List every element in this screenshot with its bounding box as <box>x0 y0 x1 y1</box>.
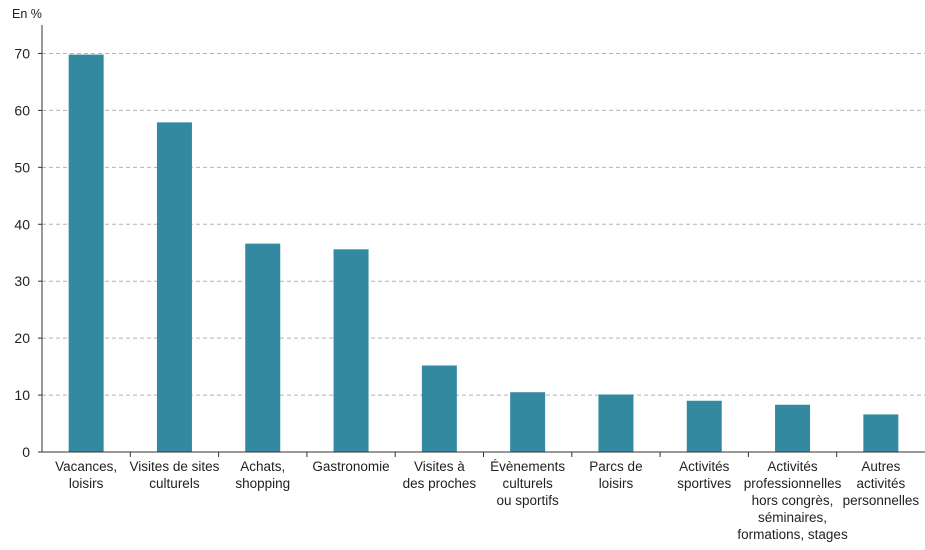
bar <box>510 392 546 452</box>
bar <box>156 122 192 452</box>
bar <box>863 414 899 452</box>
x-category-label-line: hors congrès, <box>752 493 834 508</box>
x-category-label-line: culturels <box>503 476 554 491</box>
x-category-label: Achats, shopping <box>235 459 290 491</box>
x-category-label-line: ou sportifs <box>497 493 560 508</box>
bar <box>333 249 369 452</box>
x-category-label-line: loisirs <box>599 476 634 491</box>
x-category-label-line: sportives <box>677 476 731 491</box>
x-category-label-line: Activités <box>767 459 818 474</box>
y-tick-label: 50 <box>14 159 30 175</box>
x-category-label-line: des proches <box>403 476 477 491</box>
x-category-label-line: Gastronomie <box>312 459 389 474</box>
x-category-label-line: Achats, <box>240 459 285 474</box>
y-tick-label: 40 <box>14 216 30 232</box>
y-tick-label: 30 <box>14 273 30 289</box>
x-category-label: Évènements culturels ou sportifs <box>490 459 565 508</box>
x-category-label-line: loisirs <box>69 476 104 491</box>
x-category-label: Vacances, loisirs <box>55 459 117 491</box>
x-category-label-line: activités <box>856 476 905 491</box>
y-tick-label: 0 <box>22 444 30 460</box>
x-category-label-line: Activités <box>679 459 730 474</box>
x-category-label-line: Visites de sites <box>130 459 220 474</box>
x-axis-labels: Vacances, loisirs Visites de sites culturel… <box>55 459 919 542</box>
x-category-label: Autres activités personnelles <box>843 459 920 508</box>
bar <box>686 400 722 452</box>
bar <box>68 54 104 452</box>
x-category-label-line: Visites à <box>414 459 465 474</box>
x-category-label-line: Évènements <box>490 459 565 474</box>
y-tick-label: 10 <box>14 387 30 403</box>
x-category-label-line: personnelles <box>843 493 920 508</box>
bar <box>421 365 457 452</box>
x-category-label: Activités professionnelles hors congrès, sé… <box>737 459 848 542</box>
y-axis-ticks: 0 10 20 30 40 50 60 70 <box>14 45 42 460</box>
y-tick-label: 70 <box>14 45 30 61</box>
y-tick-label: 20 <box>14 330 30 346</box>
x-category-label-line: professionnelles <box>744 476 842 491</box>
x-category-label-line: Parcs de <box>589 459 642 474</box>
bar <box>598 394 634 452</box>
x-category-label: Activités sportives <box>677 459 731 491</box>
bar <box>245 243 281 452</box>
x-category-label: Visites à des proches <box>403 459 477 491</box>
axes <box>41 25 925 457</box>
x-category-label-line: séminaires, <box>758 510 827 525</box>
x-category-label: Parcs de loisirs <box>589 459 642 491</box>
y-tick-label: 60 <box>14 102 30 118</box>
x-category-label: Gastronomie <box>312 459 389 474</box>
bars <box>68 54 899 452</box>
x-category-label-line: formations, stages <box>737 527 848 542</box>
bar <box>775 404 811 452</box>
x-category-label-line: Autres <box>861 459 900 474</box>
x-category-label: Visites de sites culturels <box>130 459 220 491</box>
x-category-label-line: culturels <box>149 476 200 491</box>
x-category-label-line: Vacances, <box>55 459 117 474</box>
x-category-label-line: shopping <box>235 476 290 491</box>
y-unit-label: En % <box>12 7 42 21</box>
